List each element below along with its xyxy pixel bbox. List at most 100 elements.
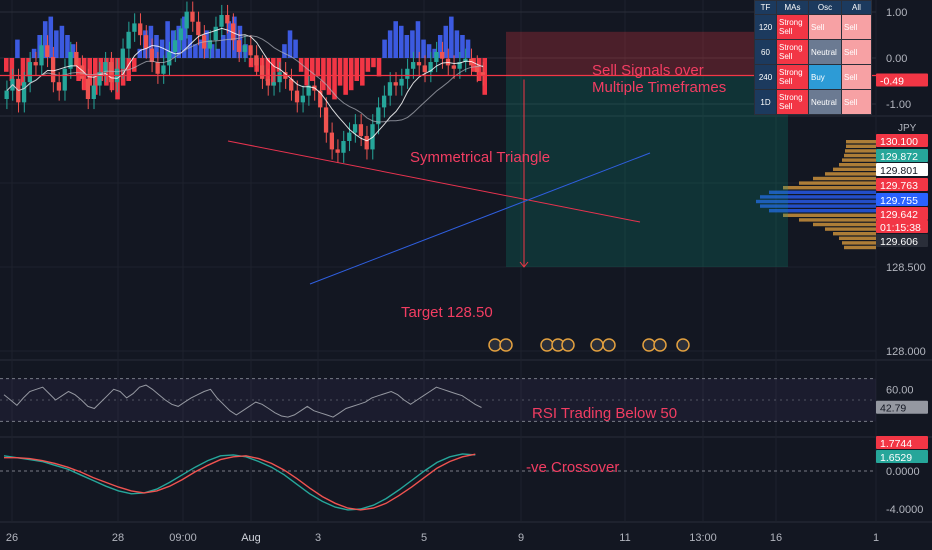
- price-label-129.872: 129.872: [880, 151, 918, 163]
- hist-bar: [293, 39, 298, 58]
- hist-bar: [471, 58, 476, 72]
- signal-cell-tf: 1D: [754, 89, 777, 115]
- volume-profile-bar: [760, 195, 876, 199]
- candle-body: [74, 51, 79, 66]
- volume-profile-bar: [842, 241, 876, 245]
- price-label-129.763-bg: [876, 178, 928, 191]
- candle-body: [4, 90, 9, 99]
- x-tick-13:00: 13:00: [689, 532, 717, 544]
- price-label-130.100-bg: [876, 134, 928, 147]
- volume-profile-bar: [844, 153, 876, 158]
- hist-bar: [354, 58, 360, 81]
- volume-profile-bar: [756, 199, 876, 204]
- hist-bar: [215, 48, 220, 58]
- price-label-130.100: 130.100: [880, 136, 918, 148]
- candle-body: [352, 124, 358, 133]
- hist-bar: [54, 30, 59, 58]
- volume-profile-bar: [825, 227, 876, 231]
- candle-body: [27, 62, 33, 83]
- candle-body: [103, 62, 108, 73]
- volume-profile-bar: [846, 140, 876, 144]
- annotation-sell-signals: Sell Signals over Multiple Timeframes: [592, 62, 726, 96]
- hist-current-value: -0.49: [880, 76, 904, 88]
- hist-bar: [326, 58, 332, 95]
- candle-body: [126, 31, 131, 49]
- candle-body: [335, 149, 340, 153]
- annotation-triangle: Symmetrical Triangle: [410, 149, 551, 166]
- hist-bar: [482, 58, 487, 95]
- candle-body: [143, 35, 149, 49]
- hist-bar: [343, 58, 348, 95]
- x-tick-16: 16: [770, 532, 782, 544]
- volume-profile-bar: [845, 149, 876, 153]
- moving-average-fast: [6, 27, 484, 142]
- volume-profile-bar: [839, 163, 876, 167]
- signal-table-header: TF MAs Osc All: [754, 0, 872, 15]
- signal-cell-mas: Strong Sell: [776, 89, 809, 115]
- hist-y-tick: -1.00: [886, 99, 911, 111]
- x-tick-1: 1: [873, 532, 879, 544]
- candle-body: [45, 45, 50, 57]
- candle-body: [161, 65, 166, 74]
- col-header-osc: Osc: [808, 0, 842, 15]
- volume-profile-bar: [799, 218, 876, 222]
- volume-profile-bar: [799, 181, 876, 185]
- volume-profile-bar: [842, 158, 876, 162]
- trendline-lower: [309, 152, 651, 285]
- stop-zone: [506, 31, 788, 76]
- hist-current-value-bg: [876, 73, 928, 87]
- candle-body: [230, 23, 236, 41]
- hist-bar: [304, 58, 309, 86]
- hist-bar: [404, 35, 410, 58]
- candle-body: [381, 95, 387, 108]
- hist-bar: [332, 58, 337, 100]
- signal-cell-tf: 120: [754, 14, 777, 40]
- candle-body: [440, 51, 445, 59]
- event-icon: [488, 338, 502, 352]
- price-currency: JPY: [898, 123, 917, 134]
- hist-bar: [31, 48, 37, 58]
- price-label-129.606: 129.606: [880, 236, 918, 248]
- hist-bar: [437, 35, 443, 58]
- volume-profile-bar: [783, 186, 876, 190]
- candle-body: [155, 62, 160, 74]
- hist-bar: [287, 30, 293, 58]
- hist-bar: [382, 39, 387, 58]
- macd-y-tick: -4.0000: [886, 504, 923, 516]
- x-tick-Aug: Aug: [241, 532, 261, 544]
- candle-body: [120, 48, 125, 69]
- price-label-129.755-bg: [876, 193, 928, 206]
- candle-body: [434, 51, 439, 63]
- signal-cell-mas: Strong Sell: [776, 14, 809, 40]
- col-header-tf: TF: [754, 0, 777, 15]
- candle-body: [207, 40, 213, 49]
- candle-body: [172, 40, 178, 52]
- candle-body: [109, 62, 114, 83]
- hist-bar: [4, 58, 9, 72]
- candle-body: [265, 78, 271, 86]
- candle-body: [277, 72, 282, 83]
- event-icon: [590, 338, 604, 352]
- signal-line: [4, 453, 476, 511]
- candle-body: [411, 62, 416, 69]
- x-tick-09:00: 09:00: [169, 532, 197, 544]
- candle-body: [219, 15, 224, 27]
- candle-body: [184, 11, 189, 29]
- candle-body: [132, 23, 137, 32]
- hist-bar: [70, 44, 76, 58]
- candle-body: [306, 85, 311, 96]
- hist-bar: [398, 25, 404, 58]
- target-arrow-head: [519, 261, 529, 268]
- candle-body: [167, 51, 172, 66]
- macd-y-tick: 0.0000: [886, 466, 920, 478]
- signal-cell-all: Sell: [841, 39, 872, 65]
- volume-profile-bar: [833, 167, 876, 171]
- price-label-129.642-bg: [876, 207, 928, 220]
- candle-body: [242, 45, 247, 52]
- signal-cell-osc: Sell: [808, 14, 842, 40]
- trendline-upper: [227, 140, 641, 223]
- hist-bar: [415, 21, 421, 58]
- volume-profile-bar: [833, 232, 876, 236]
- hist-bar: [449, 16, 454, 59]
- macd-value-red-bg: [876, 436, 928, 449]
